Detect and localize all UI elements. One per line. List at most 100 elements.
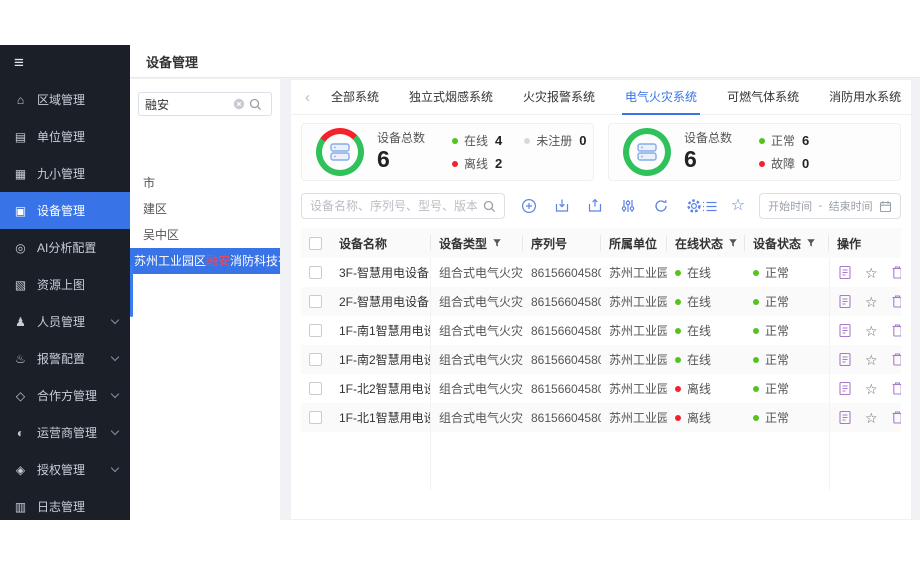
tree-item[interactable]: 建区	[143, 202, 168, 216]
table-row[interactable]: 1F-南2智慧用电设备 组合式电气火灾探... 861566045807... …	[301, 345, 901, 374]
delete-trash-icon[interactable]	[891, 410, 901, 425]
sidebar-item-area[interactable]: ⌂ 区域管理	[0, 81, 130, 118]
favorite-star-icon[interactable]: ☆	[865, 409, 878, 426]
detail-document-icon[interactable]	[838, 323, 852, 338]
legend-value: 0	[579, 133, 587, 148]
favorite-star-icon[interactable]: ☆	[865, 322, 878, 339]
favorite-star-icon[interactable]: ☆	[865, 293, 878, 310]
sidebar-item-label: 报警配置	[37, 352, 86, 366]
sidebar-item-label: 区域管理	[37, 93, 86, 107]
tab-fire-alarm[interactable]: 火灾报警系统	[523, 89, 596, 104]
favorite-icon[interactable]: ☆	[730, 197, 746, 214]
detail-document-icon[interactable]	[838, 410, 852, 425]
org-search-input[interactable]	[145, 97, 229, 111]
detail-document-icon[interactable]	[838, 381, 852, 396]
settings-icon[interactable]	[686, 198, 702, 214]
detail-document-icon[interactable]	[838, 294, 852, 309]
col-online-status[interactable]: 在线状态	[667, 235, 745, 251]
tab-fire-water[interactable]: 消防用水系统	[829, 89, 902, 104]
serial-cell: 861566045807...	[531, 294, 601, 309]
refresh-icon[interactable]	[653, 198, 669, 214]
table-row[interactable]: 1F-南1智慧用电设备 组合式电气火灾探... 861566045808... …	[301, 316, 901, 345]
row-checkbox[interactable]	[309, 353, 322, 366]
delete-trash-icon[interactable]	[891, 352, 901, 367]
row-checkbox[interactable]	[309, 295, 322, 308]
row-checkbox[interactable]	[309, 382, 322, 395]
clear-icon[interactable]	[233, 98, 245, 110]
list-view-icon[interactable]	[702, 200, 717, 213]
col-actions: 操作	[837, 236, 862, 251]
table-row[interactable]: 1F-北1智慧用电设备 组合式电气火灾探... 861566045808... …	[301, 403, 901, 432]
tab-combustible-gas[interactable]: 可燃气体系统	[727, 89, 800, 104]
search-icon[interactable]	[483, 200, 496, 213]
serial-cell: 861566045808...	[531, 265, 601, 280]
operator-icon: ◐	[16, 425, 25, 440]
sidebar-item-resource-map[interactable]: ▧ 资源上图	[0, 266, 130, 303]
sidebar-item-unit[interactable]: ▤ 单位管理	[0, 118, 130, 155]
stat-title: 设备总数	[377, 130, 426, 145]
tree-item-highlight: 融安	[206, 254, 231, 268]
resource-map-icon: ▧	[14, 277, 27, 292]
tree-item[interactable]: 吴中区	[143, 228, 180, 242]
delete-trash-icon[interactable]	[891, 294, 901, 309]
col-device-name[interactable]: 设备名称	[331, 235, 431, 251]
status-dot-icon	[753, 269, 759, 276]
col-device-status[interactable]: 设备状态	[745, 235, 829, 251]
tree-item[interactable]: 市	[143, 176, 156, 190]
row-checkbox[interactable]	[309, 324, 322, 337]
tree-scrollbar[interactable]	[130, 265, 133, 317]
authorization-icon: ◈	[15, 462, 26, 477]
sidebar-item-ai-config[interactable]: ◎ AI分析配置	[0, 229, 130, 266]
col-serial[interactable]: 序列号	[523, 235, 601, 251]
sidebar-item-personnel[interactable]: ♟ 人员管理	[0, 303, 130, 340]
menu-toggle-icon[interactable]: ≡	[14, 53, 24, 72]
legend-label: 未注册	[536, 134, 573, 148]
filter-funnel-icon[interactable]	[806, 238, 816, 248]
device-status-cell: 正常	[745, 345, 829, 374]
sidebar-item-alarm-config[interactable]: ♨ 报警配置	[0, 340, 130, 377]
delete-trash-icon[interactable]	[891, 265, 901, 280]
sidebar-item-log[interactable]: ▥ 日志管理	[0, 488, 130, 525]
sidebar-nav: ⌂ 区域管理 ▤ 单位管理 ▦ 九小管理 ▣ 设备管理 ◎ AI分析配置	[0, 81, 130, 525]
row-checkbox[interactable]	[309, 411, 322, 424]
sidebar-item-partner[interactable]: ◇ 合作方管理	[0, 377, 130, 414]
table-row[interactable]: 2F-智慧用电设备 组合式电气火灾探... 861566045807... 苏州…	[301, 287, 901, 316]
favorite-star-icon[interactable]: ☆	[865, 380, 878, 397]
stat-title: 设备总数	[684, 130, 733, 145]
app-frame: ≡ ⌂ 区域管理 ▤ 单位管理 ▦ 九小管理 ▣ 设备管理	[0, 45, 920, 520]
detail-document-icon[interactable]	[838, 352, 852, 367]
sidebar-item-device[interactable]: ▣ 设备管理	[0, 192, 130, 229]
filter-funnel-icon[interactable]	[492, 238, 502, 248]
device-search-input[interactable]	[310, 199, 477, 213]
filter-funnel-icon[interactable]	[728, 238, 738, 248]
col-device-type[interactable]: 设备类型	[431, 235, 523, 251]
tab-electrical-fire[interactable]: 电气火灾系统	[610, 80, 712, 115]
add-icon[interactable]	[521, 198, 537, 214]
tree-item-selected[interactable]: 苏州工业园区融安消防科技有限公司	[130, 248, 280, 274]
actions-cell: ☆	[829, 345, 901, 374]
detail-document-icon[interactable]	[838, 265, 852, 280]
tabs-scroll-left-icon[interactable]: ‹	[305, 88, 310, 106]
search-icon[interactable]	[249, 98, 262, 111]
content-area: 设备管理 市 建区 吴中区 苏州工业园区融安消防科技有限公司	[130, 45, 920, 520]
table-row[interactable]: 1F-北2智慧用电设备 组合式电气火灾探... 861566045808... …	[301, 374, 901, 403]
favorite-star-icon[interactable]: ☆	[865, 351, 878, 368]
export-icon[interactable]	[587, 198, 603, 214]
tab-standalone-smoke[interactable]: 独立式烟感系统	[409, 89, 494, 104]
import-icon[interactable]	[554, 198, 570, 214]
select-all-checkbox[interactable]	[309, 236, 322, 250]
sidebar-item-authorization[interactable]: ◈ 授权管理	[0, 451, 130, 488]
sidebar-item-nine-small[interactable]: ▦ 九小管理	[0, 155, 130, 192]
date-range-picker[interactable]: 开始时间 - 结束时间	[759, 193, 901, 219]
tab-all-systems[interactable]: 全部系统	[331, 89, 380, 104]
col-unit[interactable]: 所属单位	[601, 235, 667, 251]
delete-trash-icon[interactable]	[891, 381, 901, 396]
row-checkbox[interactable]	[309, 266, 322, 279]
favorite-star-icon[interactable]: ☆	[865, 264, 878, 281]
sidebar-item-label: 设备管理	[37, 204, 86, 218]
org-tree-panel: 市 建区 吴中区 苏州工业园区融安消防科技有限公司	[130, 79, 280, 520]
table-row[interactable]: 3F-智慧用电设备 组合式电气火灾探... 861566045808... 苏州…	[301, 258, 901, 287]
sidebar-item-operator[interactable]: ◐ 运营商管理	[0, 414, 130, 451]
delete-trash-icon[interactable]	[891, 323, 901, 338]
filter-sliders-icon[interactable]	[620, 198, 636, 214]
